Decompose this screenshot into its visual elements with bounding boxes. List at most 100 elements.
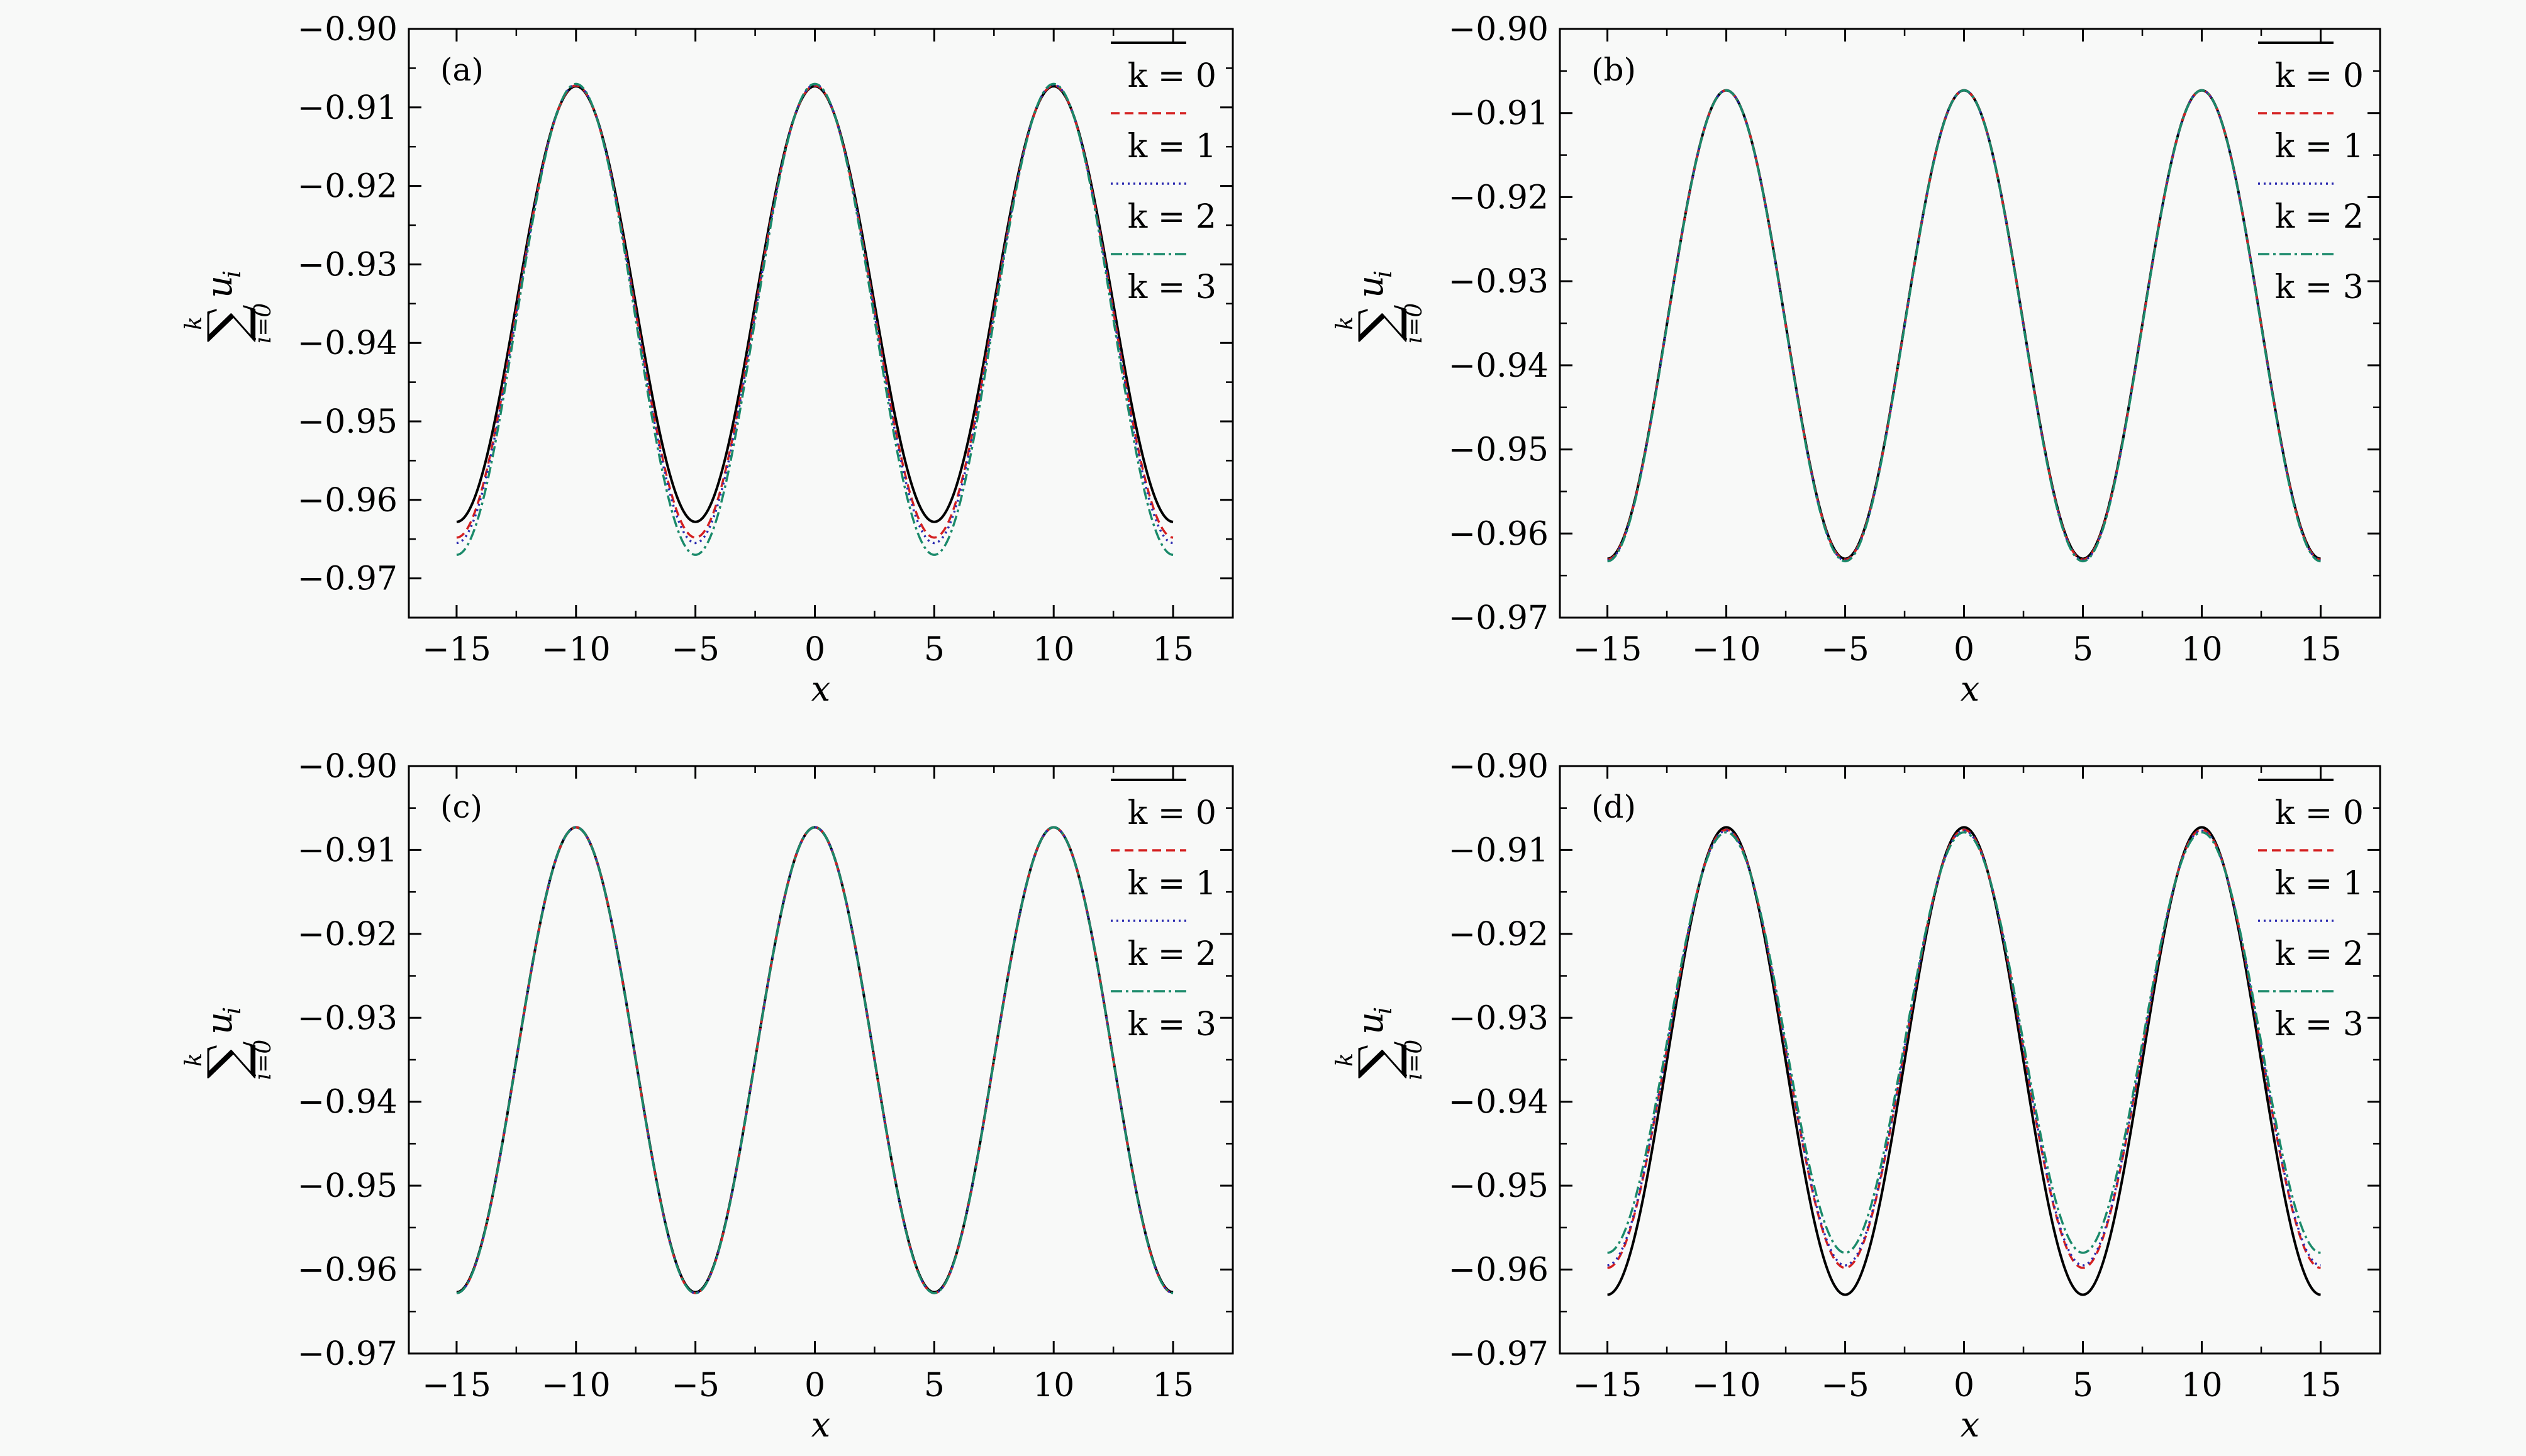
legend-label-k3: k = 3	[1128, 1006, 1216, 1043]
x-tick-label: −5	[671, 631, 720, 669]
panel-d: −0.97 −0.96 −0.95 −0.94 −0.93 −0.92 −0.91 −0.90…	[1332, 748, 2381, 1445]
y-tick-label: −0.97	[298, 560, 398, 598]
x-axis-title: x	[1961, 669, 1979, 709]
x-tick-label: −15	[1573, 631, 1642, 669]
y-axis-term: u	[199, 275, 240, 298]
x-tick-label: 10	[2181, 631, 2222, 669]
x-axis-title: x	[811, 669, 830, 709]
y-axis-title: ∑k i=0 ui	[181, 270, 276, 343]
series-line-k1	[456, 826, 1174, 1294]
legend-label-k1: k = 1	[2275, 128, 2364, 165]
x-tick-label: 10	[2181, 1367, 2222, 1404]
y-tick-label: −0.96	[1449, 515, 1549, 553]
y-axis-sum-symbol: ∑	[1347, 1041, 1409, 1079]
series-line-k3	[456, 826, 1174, 1294]
series-lines	[456, 82, 1174, 556]
series-lines	[1607, 89, 2321, 563]
series-line-k2	[456, 83, 1174, 545]
y-axis-title: ∑k i=0 ui	[1332, 270, 1427, 343]
series-line-k3	[456, 82, 1174, 556]
series-line-k3	[1607, 89, 2321, 563]
series-line-k0	[456, 826, 1174, 1294]
y-tick-label: −0.95	[298, 1167, 398, 1205]
plot-frame	[408, 765, 1234, 1355]
x-tick-label: 15	[2300, 1367, 2341, 1404]
x-tick-label: 5	[2073, 1367, 2093, 1404]
x-tick-label: −10	[1692, 631, 1761, 669]
x-tick-label: 5	[924, 1367, 945, 1404]
y-axis-term-subscript: i	[218, 1007, 246, 1014]
series-line-k3	[1607, 831, 2321, 1254]
legend-label-k2: k = 2	[1128, 935, 1216, 973]
x-tick-label: 15	[2300, 631, 2341, 669]
series-line-k0	[1607, 89, 2321, 560]
x-tick-label: 0	[804, 1367, 825, 1404]
legend-label-k0: k = 0	[1128, 57, 1216, 95]
y-axis-term-subscript: i	[1369, 270, 1397, 278]
y-tick-label: −0.93	[1449, 999, 1549, 1037]
y-tick-label: −0.95	[1449, 1167, 1549, 1205]
y-axis-sum-symbol: ∑	[196, 1041, 258, 1079]
series-line-k1	[1607, 828, 2321, 1269]
x-tick-label: 15	[1152, 631, 1194, 669]
y-tick-label: −0.94	[298, 325, 398, 362]
y-tick-label: −0.92	[1449, 179, 1549, 216]
x-tick-label: 10	[1033, 1367, 1074, 1404]
x-tick-label: −15	[1573, 1367, 1642, 1404]
y-axis-sum-lower: i=0	[1401, 303, 1427, 344]
x-tick-label: −15	[422, 631, 491, 669]
plot-frame	[1559, 28, 2381, 619]
y-tick-label: −0.91	[298, 831, 398, 869]
legend-label-k1: k = 1	[1128, 128, 1216, 165]
y-axis-term-subscript: i	[218, 270, 246, 278]
x-tick-label: −10	[1692, 1367, 1761, 1404]
y-tick-label: −0.97	[1449, 1335, 1549, 1373]
y-tick-label: −0.92	[1449, 916, 1549, 953]
y-axis-sum-upper: k	[181, 316, 207, 330]
y-tick-label: −0.96	[298, 482, 398, 520]
y-tick-label: −0.97	[1449, 599, 1549, 637]
series-line-k0	[456, 85, 1174, 523]
y-tick-label: −0.90	[1449, 11, 1549, 48]
y-tick-label: −0.93	[1449, 263, 1549, 301]
legend-label-k3: k = 3	[1128, 269, 1216, 306]
panel-a: −0.97 −0.96 −0.95 −0.94 −0.93 −0.92 −0.91 −0.90…	[181, 11, 1234, 709]
y-tick-label: −0.91	[298, 89, 398, 127]
y-tick-label: −0.94	[1449, 347, 1549, 385]
x-tick-label: 0	[1954, 631, 1974, 669]
legend-label-k1: k = 1	[2275, 865, 2364, 903]
series-lines	[456, 826, 1174, 1294]
panel-c: −0.97 −0.96 −0.95 −0.94 −0.93 −0.92 −0.91 −0.90…	[181, 748, 1234, 1445]
y-axis-term: u	[199, 1012, 240, 1035]
y-tick-label: −0.97	[298, 1335, 398, 1373]
legend: k = 0 k = 1 k = 2 k = 3	[1111, 779, 1216, 1043]
x-axis-title: x	[811, 1405, 830, 1445]
x-tick-label: −10	[542, 1367, 611, 1404]
y-tick-label: −0.96	[1449, 1252, 1549, 1289]
x-tick-label: 0	[804, 631, 825, 669]
y-axis-sum-upper: k	[181, 1053, 207, 1067]
series-line-k1	[1607, 89, 2321, 561]
y-axis-sum-lower: i=0	[250, 1040, 276, 1081]
y-axis-title: ∑k i=0 ui	[181, 1007, 276, 1080]
series-line-k0	[1607, 826, 2321, 1296]
y-tick-label: −0.95	[298, 403, 398, 441]
legend-label-k1: k = 1	[1128, 865, 1216, 903]
legend-label-k2: k = 2	[1128, 198, 1216, 236]
x-tick-label: −15	[422, 1367, 491, 1404]
y-tick-label: −0.90	[298, 748, 398, 786]
y-tick-label: −0.92	[298, 168, 398, 206]
y-axis-sum-lower: i=0	[1401, 1040, 1427, 1081]
y-axis-title: ∑k i=0 ui	[1332, 1007, 1427, 1080]
series-line-k2	[456, 826, 1174, 1294]
y-axis-sum-symbol: ∑	[1347, 304, 1409, 342]
y-tick-label: −0.95	[1449, 431, 1549, 469]
y-axis-term: u	[1350, 275, 1391, 298]
series-line-k2	[1607, 829, 2321, 1267]
legend-label-k2: k = 2	[2275, 198, 2364, 236]
series-line-k1	[456, 84, 1174, 539]
legend: k = 0 k = 1 k = 2 k = 3	[2258, 42, 2364, 306]
series-line-k2	[1607, 89, 2321, 562]
y-tick-label: −0.94	[1449, 1084, 1549, 1121]
